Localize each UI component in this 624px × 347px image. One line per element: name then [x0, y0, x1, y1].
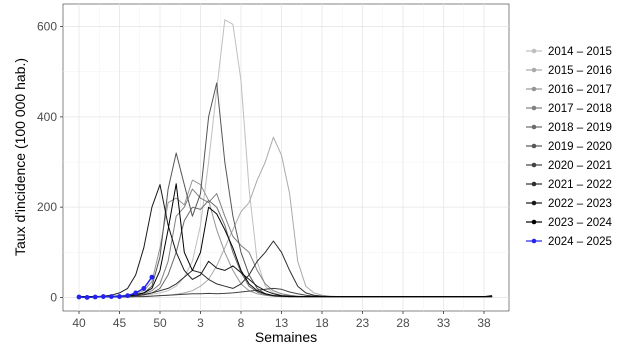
series-point — [100, 294, 106, 299]
legend-label: 2024 – 2025 — [548, 236, 612, 248]
series-point — [117, 294, 122, 299]
x-tick-label: 40 — [72, 316, 86, 330]
series-point — [133, 290, 139, 296]
legend-marker — [531, 105, 537, 111]
x-tick-label: 8 — [238, 316, 245, 330]
legend-marker — [531, 143, 537, 149]
x-tick-label: 13 — [275, 316, 289, 330]
legend-marker — [531, 67, 537, 73]
series-layer — [76, 19, 493, 300]
x-tick-label: 3 — [197, 316, 204, 330]
series-point — [76, 294, 82, 300]
legend-marker — [531, 181, 537, 187]
x-tick-label: 18 — [315, 316, 329, 330]
legend-marker — [531, 48, 537, 54]
legend-label: 2018 – 2019 — [548, 122, 612, 134]
legend-marker — [531, 200, 537, 206]
legend-label: 2020 – 2021 — [548, 160, 612, 172]
y-tick-label: 200 — [37, 200, 57, 214]
legend-marker — [531, 124, 537, 130]
legend-label: 2022 – 2023 — [548, 198, 612, 210]
x-tick-label: 38 — [477, 316, 491, 330]
series-line — [78, 276, 153, 299]
legend-marker — [531, 238, 537, 244]
x-tick-label: 23 — [356, 316, 370, 330]
series-point — [92, 294, 98, 300]
x-axis-title: Semaines — [255, 329, 317, 345]
series-point — [141, 286, 147, 291]
y-tick-label: 0 — [50, 290, 57, 304]
x-tick-label: 28 — [396, 316, 410, 330]
series-line — [79, 183, 493, 298]
legend-label: 2023 – 2024 — [548, 217, 613, 229]
legend-marker — [531, 219, 537, 225]
legend-label: 2021 – 2022 — [548, 179, 612, 191]
grid-layer — [63, 4, 509, 311]
series-point — [125, 293, 130, 299]
y-tick-label: 600 — [37, 20, 57, 34]
legend-label: 2014 – 2015 — [548, 46, 612, 58]
plot-panel — [62, 3, 510, 312]
legend-label: 2019 – 2020 — [548, 141, 612, 153]
series-point — [149, 274, 155, 280]
series-point — [84, 295, 90, 300]
legend: 2014 – 2015 2015 – 2016 2016 – 2017 2017 – … — [526, 46, 613, 248]
y-tick-label: 400 — [37, 110, 57, 124]
legend-label: 2017 – 2018 — [548, 103, 612, 115]
y-axis-title: Taux d'incidence (100 000 hab.) — [12, 58, 28, 256]
legend-marker — [531, 86, 537, 92]
x-tick-label: 50 — [153, 316, 167, 330]
x-tick-label: 33 — [437, 316, 451, 330]
legend-label: 2015 – 2016 — [548, 65, 612, 77]
legend-marker — [531, 162, 537, 168]
series-point — [109, 294, 114, 299]
x-tick-label: 45 — [113, 316, 127, 330]
legend-label: 2016 – 2017 — [548, 84, 612, 96]
